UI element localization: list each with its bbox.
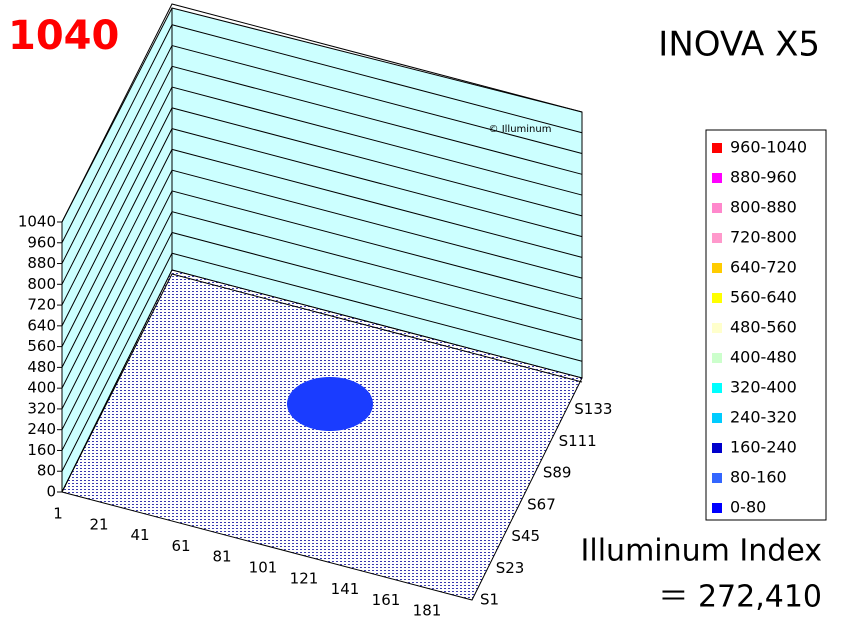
grid-line — [61, 169, 583, 389]
z-tick-label: 400 — [27, 379, 56, 397]
floor — [61, 269, 583, 601]
grid-line — [61, 86, 583, 306]
x-tick-label: 61 — [171, 537, 190, 555]
grid-line — [61, 65, 583, 285]
legend-swatch — [712, 233, 722, 243]
legend-label: 160-240 — [730, 438, 797, 457]
grid-line — [61, 128, 583, 347]
legend-swatch — [712, 473, 722, 483]
grid-line — [61, 107, 583, 327]
y-tick-label: S111 — [559, 432, 597, 450]
index-value: ＝ 272,410 — [658, 580, 822, 615]
x-tick-label: 141 — [331, 580, 360, 598]
legend-label: 720-800 — [730, 228, 797, 247]
legend-swatch — [712, 173, 722, 183]
x-tick-label: 161 — [372, 591, 401, 609]
peak-region — [287, 377, 373, 431]
x-tick-label: 181 — [413, 602, 442, 620]
y-tick-label: S1 — [480, 591, 499, 609]
legend-swatch — [712, 323, 722, 333]
index-label: Illuminum Index — [581, 534, 822, 569]
legend-label: 0-80 — [730, 498, 766, 517]
legend-label: 880-960 — [730, 168, 797, 187]
legend-label: 240-320 — [730, 408, 797, 427]
z-tick-label: 160 — [27, 441, 56, 459]
z-tick-label: 480 — [27, 358, 56, 376]
legend-swatch — [712, 503, 722, 513]
grid-line — [61, 148, 583, 368]
watermark: © Illuminum — [489, 124, 552, 135]
legend-swatch — [712, 293, 722, 303]
z-tick-label: 960 — [27, 233, 56, 251]
legend-swatch — [712, 203, 722, 213]
legend-label: 560-640 — [730, 288, 797, 307]
x-tick-label: 1 — [53, 505, 63, 523]
y-tick-label: S67 — [527, 495, 556, 513]
legend — [705, 129, 827, 521]
grid-line — [61, 44, 583, 264]
legend-swatch — [712, 143, 722, 153]
legend-label: 640-720 — [730, 258, 797, 277]
legend-swatch — [712, 353, 722, 363]
z-tick-label: 800 — [27, 275, 56, 293]
legend-swatch — [712, 413, 722, 423]
z-tick-label: 640 — [27, 316, 56, 334]
x-tick-label: 41 — [130, 526, 149, 544]
legend-label: 80-160 — [730, 468, 787, 487]
grid-line — [61, 24, 583, 243]
x-tick-label: 121 — [290, 569, 319, 587]
grid-line — [61, 231, 583, 451]
z-tick-label: 560 — [27, 337, 56, 355]
grid-line — [61, 252, 583, 472]
z-tick-label: 720 — [27, 296, 56, 314]
grid-line — [61, 273, 583, 493]
z-tick-label: 80 — [37, 462, 56, 480]
max-label: 1040 — [8, 13, 119, 59]
y-tick-label: S133 — [574, 400, 612, 418]
x-tick-label: 21 — [89, 515, 108, 533]
legend-swatch — [712, 263, 722, 273]
legend-label: 320-400 — [730, 378, 797, 397]
legend-label: 400-480 — [730, 348, 797, 367]
legend-label: 800-880 — [730, 198, 797, 217]
z-tick-label: 320 — [27, 399, 56, 417]
legend-label: 960-1040 — [730, 138, 807, 157]
chart-title: INOVA X5 — [658, 25, 820, 65]
z-tick-label: 240 — [27, 420, 56, 438]
grid-line — [61, 211, 583, 430]
x-tick-label: 81 — [212, 548, 231, 566]
z-tick-label: 1040 — [18, 213, 56, 231]
legend-label: 480-560 — [730, 318, 797, 337]
z-tick-label: 880 — [27, 254, 56, 272]
z-tick-label: 0 — [46, 483, 56, 501]
legend-swatch — [712, 383, 722, 393]
legend-swatch — [712, 443, 722, 453]
grid-line — [61, 3, 583, 223]
grid-line — [61, 190, 583, 410]
x-tick-label: 101 — [249, 559, 278, 577]
y-tick-label: S45 — [511, 527, 540, 545]
y-tick-label: S23 — [496, 559, 525, 577]
y-tick-label: S89 — [543, 464, 572, 482]
